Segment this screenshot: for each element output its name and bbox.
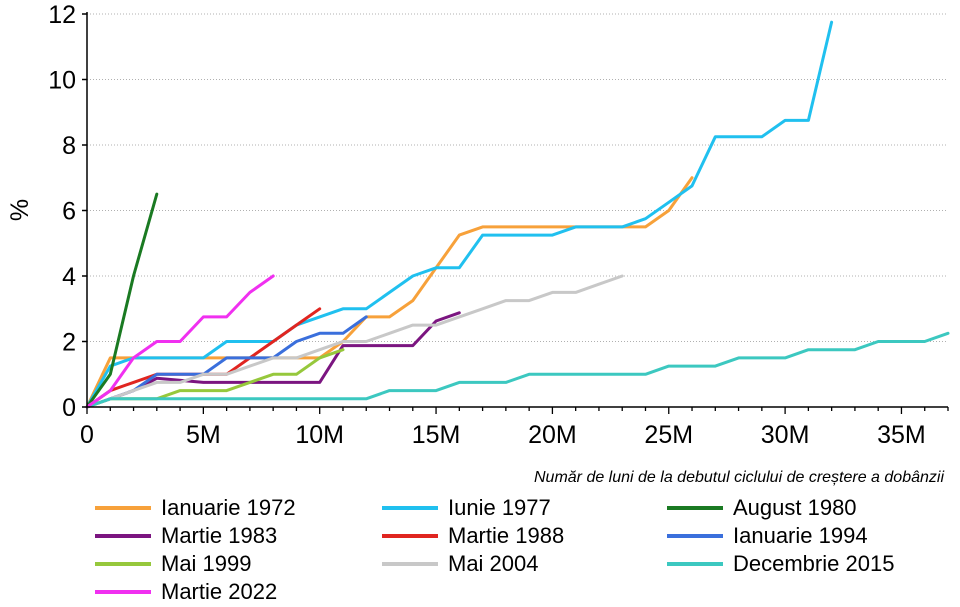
legend-label: Martie 1988 (448, 523, 565, 548)
legend-item: Iunie 1977 (382, 494, 667, 522)
legend-label: Ianuarie 1972 (161, 495, 296, 520)
series-line-3 (85, 192, 159, 409)
y-tick-labels: 0 2 4 6 8 10 12 (48, 1, 87, 422)
x-tick-label: 10M (295, 421, 344, 449)
x-tick-labels: 0 5M 10M 15M 20M 25M 30M 35M (80, 407, 949, 449)
legend-swatch (382, 534, 438, 538)
legend-item: Decembrie 2015 (667, 550, 955, 578)
legend-label: Decembrie 2015 (733, 551, 895, 576)
x-tick-label: 35M (877, 421, 926, 449)
x-axis-label: Număr de luni de la debutul ciclului de … (534, 469, 944, 486)
line-chart: 0 2 4 6 8 10 12 0 5M 10M 15M 20M 25M 30M 35M % Număr … (6, 1, 950, 486)
legend-swatch (382, 562, 438, 566)
x-tick-label: 30M (761, 421, 810, 449)
legend-label: Iunie 1977 (448, 495, 551, 520)
y-tick-label: 2 (62, 329, 76, 357)
legend-swatch (382, 506, 438, 510)
legend-swatch (95, 534, 151, 538)
legend: Ianuarie 1972 Iunie 1977 August 1980 Martie… (95, 494, 955, 606)
legend-swatch (667, 534, 723, 538)
legend-label: Ianuarie 1994 (733, 523, 868, 548)
y-tick-label: 6 (62, 198, 76, 226)
series-line-9 (85, 331, 950, 409)
y-tick-label: 10 (48, 67, 76, 95)
legend-label: Mai 2004 (448, 551, 539, 576)
legend-label: Martie 2022 (161, 579, 278, 604)
legend-item: Martie 1988 (382, 522, 667, 550)
legend-item: Martie 2022 (95, 578, 382, 606)
x-tick-label: 0 (80, 421, 94, 449)
y-tick-label: 4 (62, 263, 76, 291)
x-tick-label: 25M (644, 421, 693, 449)
legend-item: Mai 2004 (382, 550, 667, 578)
y-tick-label: 12 (48, 1, 76, 29)
legend-item: Ianuarie 1972 (95, 494, 382, 522)
legend-swatch (667, 562, 723, 566)
legend-swatch (667, 506, 723, 510)
series-line-10 (85, 274, 275, 409)
series-lines (85, 20, 950, 409)
legend-swatch (95, 590, 151, 594)
legend-swatch (95, 506, 151, 510)
y-tick-label: 8 (62, 132, 76, 160)
x-tick-label: 15M (412, 421, 461, 449)
legend-item: Mai 1999 (95, 550, 382, 578)
gridlines (87, 13, 948, 342)
x-tick-label: 5M (186, 421, 221, 449)
legend-item: Martie 1983 (95, 522, 382, 550)
y-axis-label: % (6, 199, 34, 221)
legend-item: Ianuarie 1994 (667, 522, 955, 550)
legend-item: August 1980 (667, 494, 955, 522)
series-line-8 (85, 274, 624, 409)
y-tick-label: 0 (62, 394, 76, 422)
x-tick-label: 20M (528, 421, 577, 449)
legend-swatch (95, 562, 151, 566)
legend-label: August 1980 (733, 495, 857, 520)
series-line-2 (85, 20, 834, 409)
legend-label: Mai 1999 (161, 551, 252, 576)
legend-label: Martie 1983 (161, 523, 278, 548)
